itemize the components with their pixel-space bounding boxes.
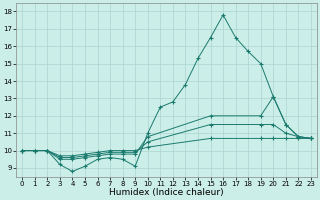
X-axis label: Humidex (Indice chaleur): Humidex (Indice chaleur): [109, 188, 224, 197]
